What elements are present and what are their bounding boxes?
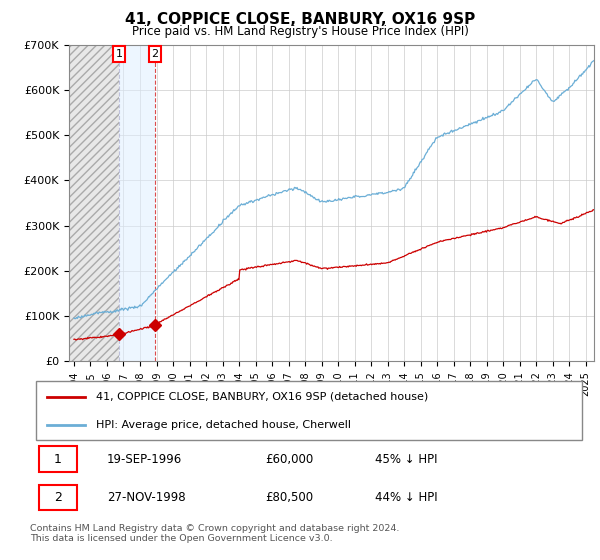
Text: 2: 2 (151, 49, 158, 59)
Text: 19-SEP-1996: 19-SEP-1996 (107, 452, 182, 465)
Text: 1: 1 (54, 452, 62, 465)
Text: 45% ↓ HPI: 45% ↓ HPI (374, 452, 437, 465)
FancyBboxPatch shape (36, 381, 582, 440)
Text: Price paid vs. HM Land Registry's House Price Index (HPI): Price paid vs. HM Land Registry's House … (131, 25, 469, 38)
Bar (69, 45, 119, 361)
Text: 41, COPPICE CLOSE, BANBURY, OX16 9SP: 41, COPPICE CLOSE, BANBURY, OX16 9SP (125, 12, 475, 27)
Bar (119, 45, 155, 361)
FancyBboxPatch shape (39, 446, 77, 472)
Text: 1: 1 (115, 49, 122, 59)
Text: 27-NOV-1998: 27-NOV-1998 (107, 491, 185, 504)
Text: 2: 2 (54, 491, 62, 504)
Text: HPI: Average price, detached house, Cherwell: HPI: Average price, detached house, Cher… (96, 420, 351, 430)
Text: Contains HM Land Registry data © Crown copyright and database right 2024.
This d: Contains HM Land Registry data © Crown c… (30, 524, 400, 543)
Text: £80,500: £80,500 (265, 491, 313, 504)
FancyBboxPatch shape (39, 485, 77, 511)
Text: 44% ↓ HPI: 44% ↓ HPI (374, 491, 437, 504)
Text: £60,000: £60,000 (265, 452, 314, 465)
Text: 41, COPPICE CLOSE, BANBURY, OX16 9SP (detached house): 41, COPPICE CLOSE, BANBURY, OX16 9SP (de… (96, 391, 428, 402)
